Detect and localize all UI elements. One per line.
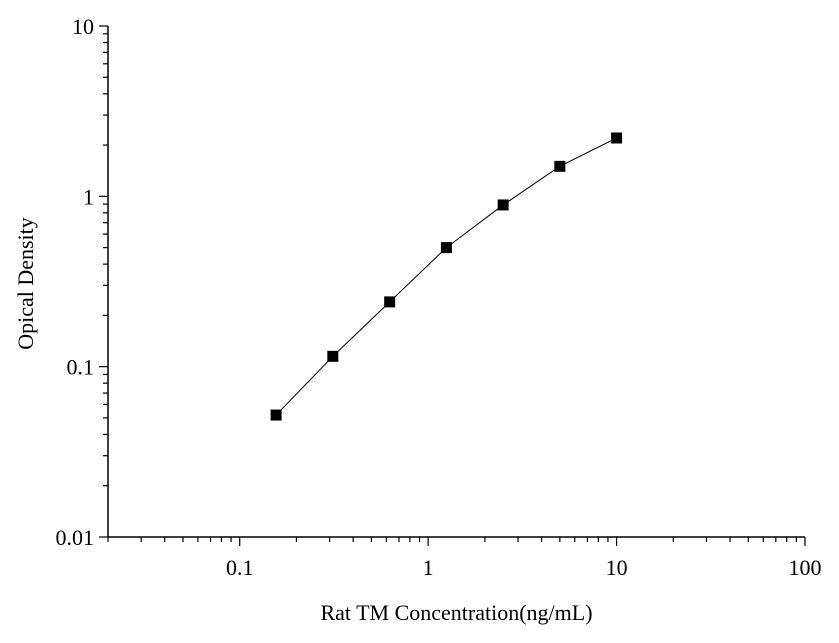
data-point [384,296,396,308]
data-point [270,409,282,421]
y-tick-label: 10 [72,14,94,39]
y-tick-label: 1 [83,184,94,209]
y-tick-label: 0.01 [56,525,95,550]
x-tick-label: 10 [606,555,628,580]
plot-area [270,132,623,421]
data-point [554,160,566,172]
data-point [497,199,509,211]
axes [107,26,805,538]
data-point [440,242,452,254]
y-axis-title: Opical Density [13,217,38,350]
x-axis-title: Rat TM Concentration(ng/mL) [320,600,592,625]
x-tick-label: 1 [423,555,434,580]
data-point [611,132,623,144]
series-line [275,137,617,416]
x-tick-label: 0.1 [226,555,254,580]
x-ticks: 0.1 1 10 100 [107,537,822,580]
y-ticks: 0.01 0.1 1 10 [56,14,108,550]
data-point [327,350,339,362]
x-tick-label: 100 [789,555,822,580]
y-tick-label: 0.1 [67,355,95,380]
